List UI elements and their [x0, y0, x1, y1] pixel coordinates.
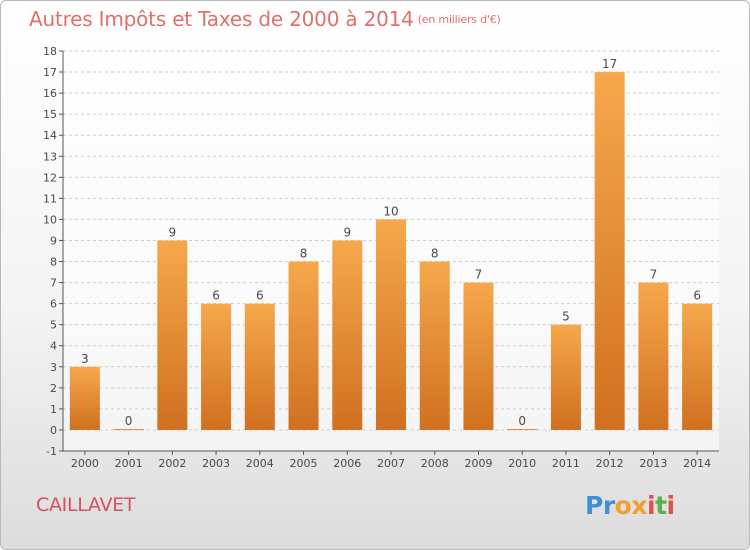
bar — [113, 428, 144, 430]
y-tick-label: 8 — [50, 256, 57, 269]
data-label: 7 — [650, 268, 658, 282]
logo-letter: r — [602, 491, 615, 520]
data-label: 6 — [212, 289, 220, 303]
y-tick-label: 13 — [43, 150, 57, 163]
x-tick-label: 2011 — [552, 457, 580, 470]
bar — [463, 282, 494, 430]
bar — [69, 366, 100, 430]
y-tick-label: 7 — [50, 277, 57, 290]
town-name: CAILLAVET — [36, 494, 136, 516]
data-label: 8 — [431, 247, 439, 261]
y-tick-label: 3 — [50, 361, 57, 374]
logo-letter: i — [647, 491, 656, 520]
y-tick-label: -1 — [46, 445, 57, 458]
y-tick-label: 2 — [50, 382, 57, 395]
y-tick-label: 18 — [43, 45, 57, 58]
bar — [550, 324, 581, 430]
y-tick-label: 1 — [50, 403, 57, 416]
y-tick-label: 4 — [50, 340, 57, 353]
data-label: 9 — [169, 225, 177, 239]
x-tick-label: 2000 — [71, 457, 99, 470]
y-tick-label: 15 — [43, 108, 57, 121]
proxiti-logo: Proxiti — [585, 491, 675, 520]
bar — [376, 219, 406, 430]
y-tick-label: 6 — [50, 298, 57, 311]
x-tick-label: 2010 — [508, 457, 536, 470]
data-label: 3 — [81, 352, 89, 366]
bar — [507, 428, 538, 430]
x-tick-label: 2006 — [333, 457, 361, 470]
bar — [638, 282, 669, 430]
y-tick-label: 16 — [43, 87, 57, 100]
x-tick-label: 2008 — [421, 457, 449, 470]
y-tick-label: 0 — [50, 424, 57, 437]
logo-letter: x — [631, 491, 647, 520]
logo-letter: o — [614, 491, 632, 520]
x-tick-label: 2005 — [290, 457, 318, 470]
data-label: 6 — [256, 289, 264, 303]
y-tick-label: 17 — [43, 66, 57, 79]
x-tick-label: 2007 — [377, 457, 405, 470]
data-label: 0 — [518, 414, 526, 428]
y-tick-label: 9 — [50, 234, 57, 247]
x-tick-label: 2004 — [246, 457, 274, 470]
chart-unit: (en milliers d'€) — [417, 13, 501, 26]
logo-letter: i — [666, 491, 676, 520]
chart-title: Autres Impôts et Taxes de 2000 à 2014 (en… — [29, 7, 501, 31]
y-tick-label: 5 — [50, 319, 57, 332]
data-label: 7 — [475, 268, 483, 282]
bar — [682, 303, 713, 430]
x-tick-label: 2003 — [202, 457, 230, 470]
x-tick-label: 2013 — [639, 457, 667, 470]
bar — [288, 261, 319, 430]
bar — [244, 303, 275, 430]
bar — [594, 72, 625, 430]
y-tick-label: 11 — [43, 192, 57, 205]
x-tick-label: 2009 — [464, 457, 492, 470]
x-tick-label: 2012 — [596, 457, 624, 470]
y-tick-label: 10 — [43, 213, 57, 226]
x-tick-label: 2014 — [683, 457, 711, 470]
bar — [332, 240, 363, 430]
logo-letter: t — [655, 491, 667, 520]
x-tick-label: 2002 — [158, 457, 186, 470]
bar — [201, 303, 232, 430]
logo-letter: P — [585, 491, 603, 520]
y-tick-label: 14 — [43, 129, 57, 142]
y-tick-label: 12 — [43, 171, 57, 184]
data-label: 10 — [383, 204, 398, 218]
data-label: 6 — [693, 289, 701, 303]
data-label: 0 — [125, 414, 133, 428]
bar — [157, 240, 188, 430]
bar — [419, 261, 450, 430]
data-label: 17 — [602, 57, 617, 71]
data-label: 9 — [343, 225, 351, 239]
x-tick-label: 2001 — [115, 457, 143, 470]
data-label: 5 — [562, 310, 570, 324]
data-label: 8 — [300, 247, 308, 261]
